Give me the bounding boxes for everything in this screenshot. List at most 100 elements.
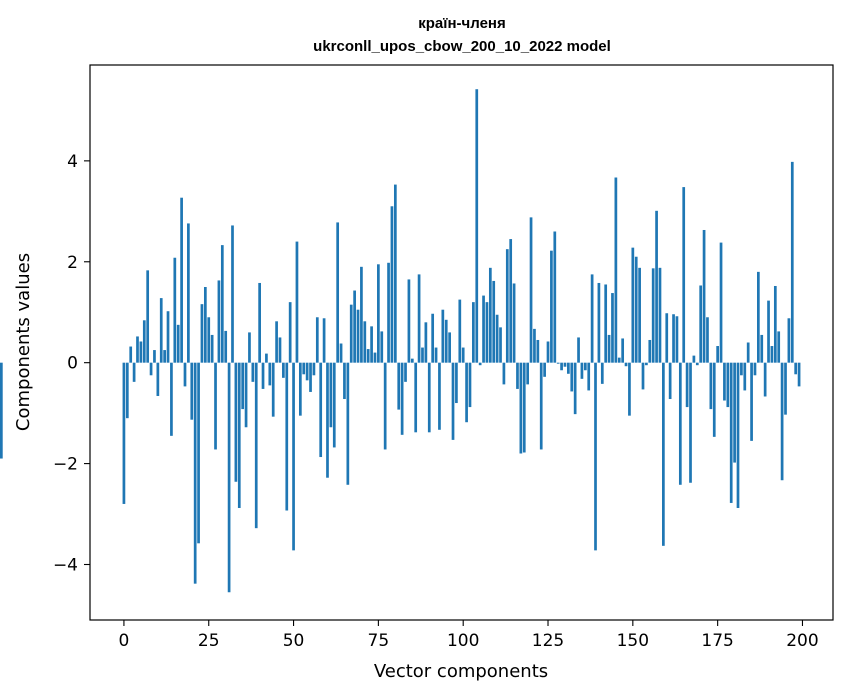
bar: [349, 304, 353, 363]
bar: [224, 330, 228, 363]
bar: [309, 362, 312, 392]
bar: [645, 362, 648, 366]
bar: [685, 362, 689, 408]
bar: [455, 362, 458, 404]
bar: [757, 271, 760, 363]
bar: [509, 239, 513, 363]
bar: [210, 334, 214, 363]
bar: [187, 223, 190, 363]
bar: [315, 317, 319, 363]
bar: [288, 302, 292, 363]
bar: [149, 362, 153, 376]
bar: [563, 362, 567, 367]
bar: [539, 362, 543, 450]
bar: [658, 267, 662, 363]
bar: [577, 337, 580, 363]
bar: [780, 362, 784, 481]
x-tick-label: 125: [532, 631, 564, 651]
bar: [516, 362, 519, 389]
bar: [472, 302, 475, 363]
bar: [404, 362, 407, 382]
bar: [543, 362, 546, 377]
bar: [499, 327, 502, 363]
bar: [166, 311, 170, 363]
bar: [787, 318, 791, 363]
bar: [451, 362, 455, 440]
bar: [614, 177, 618, 363]
bar: [295, 241, 299, 363]
bar: [784, 362, 787, 415]
x-tick-label: 200: [786, 631, 818, 651]
bar: [180, 197, 183, 363]
bar: [170, 362, 173, 436]
bar: [495, 314, 499, 363]
bar: [512, 283, 516, 363]
bar: [234, 362, 238, 482]
bar: [261, 362, 265, 389]
bar: [421, 347, 424, 363]
bar: [492, 280, 496, 363]
y-tick-label: 2: [67, 253, 78, 273]
bar: [231, 225, 234, 363]
bar: [573, 362, 577, 415]
bar: [641, 362, 645, 390]
bar: [363, 321, 367, 363]
bar: [163, 350, 166, 363]
bar: [190, 362, 194, 420]
bar: [553, 231, 557, 363]
bar: [414, 362, 418, 433]
bar: [203, 287, 207, 363]
bar: [777, 331, 781, 363]
bar: [312, 362, 316, 376]
bar: [370, 326, 373, 363]
bar: [597, 282, 601, 363]
bar: [594, 362, 597, 551]
bar: [410, 358, 414, 363]
chart-title: країн-членя: [418, 15, 505, 32]
bar: [740, 362, 743, 376]
bar: [692, 355, 696, 363]
bar: [339, 343, 343, 363]
bar: [567, 362, 570, 374]
bar: [485, 302, 489, 363]
bar: [488, 267, 492, 363]
bar: [712, 362, 716, 437]
bar: [505, 249, 509, 363]
bar: [526, 362, 530, 385]
bar: [139, 341, 143, 363]
bar: [726, 362, 730, 408]
bar: [268, 362, 272, 386]
bar: [227, 362, 231, 593]
bar: [628, 362, 631, 416]
bar: [200, 304, 204, 363]
bar: [193, 362, 197, 584]
bar: [475, 89, 479, 363]
bar: [560, 362, 563, 371]
bar: [434, 347, 438, 363]
bar: [254, 362, 258, 529]
x-tick-label: 75: [368, 631, 390, 651]
bar: [353, 290, 356, 363]
bar: [583, 362, 587, 371]
bar: [271, 362, 275, 417]
bar: [387, 262, 390, 363]
bar: [631, 247, 635, 363]
bar: [590, 274, 594, 363]
bar: [207, 317, 211, 363]
bar: [336, 222, 340, 363]
bar: [729, 362, 733, 503]
bar: [736, 362, 740, 508]
bar: [556, 362, 560, 364]
x-axis-ticks: 0 25 50 75 100 125 150 175 200: [119, 620, 819, 651]
bar: [383, 362, 387, 450]
bar: [132, 362, 136, 382]
bar: [519, 362, 523, 454]
bar: [611, 293, 614, 363]
bar: [662, 362, 665, 546]
bar: [651, 268, 655, 363]
bar: [438, 362, 441, 430]
bar: [360, 266, 363, 363]
bar: [733, 362, 736, 463]
bar: [672, 314, 675, 363]
